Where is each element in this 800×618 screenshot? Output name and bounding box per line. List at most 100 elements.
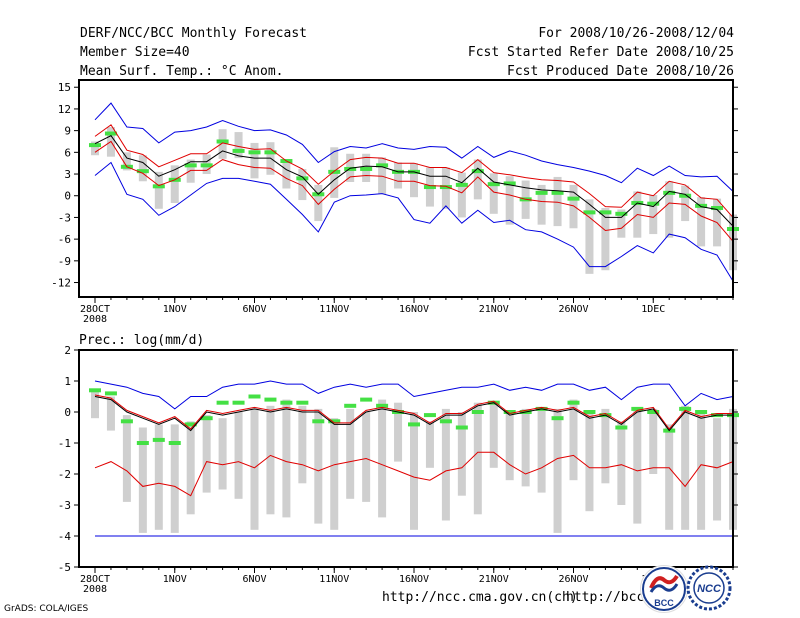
prec-box — [505, 412, 514, 481]
prec-member-mark — [232, 400, 245, 405]
grads-credit: GrADS: COLA/IGES — [4, 604, 89, 614]
prec-max-line — [94, 380, 734, 410]
prec-ytick-label: 2 — [64, 344, 71, 357]
prec-ytick-label: -5 — [58, 561, 71, 574]
prec-member-mark — [408, 422, 420, 427]
prec-ytick-label: 1 — [64, 375, 71, 388]
temp-member-mark — [647, 201, 660, 206]
prec-xtick-label: 21NOV — [479, 574, 509, 585]
temp-ytick-label: 12 — [58, 103, 71, 116]
temp-box — [489, 173, 498, 214]
prec-box — [362, 412, 371, 502]
prec-box — [170, 424, 179, 533]
temp-member-mark — [328, 169, 341, 174]
prec-member-mark — [376, 403, 389, 408]
temp-member-mark — [248, 150, 261, 155]
temp-xtick-label: 28OCT — [80, 304, 110, 315]
temp-box — [314, 184, 323, 222]
temp-member-mark — [503, 181, 516, 186]
prec-box — [234, 412, 243, 499]
bcc-url-link[interactable]: http://bcc. — [566, 590, 653, 605]
temp-member-mark — [184, 163, 197, 168]
temp-min-line — [94, 161, 734, 282]
prec-ytick-label: -3 — [58, 499, 71, 512]
temp-box — [122, 152, 131, 171]
prec-member-mark — [615, 425, 628, 430]
temp-ytick-label: 6 — [64, 146, 71, 159]
temp-member-mark — [439, 185, 452, 190]
temp-member-mark — [663, 190, 676, 195]
prec-member-mark — [136, 441, 149, 445]
prec-member-mark — [471, 410, 484, 414]
prec-mean-line — [94, 396, 733, 432]
temp-xtick-label: 11NOV — [319, 304, 349, 315]
prec-box — [425, 421, 434, 468]
prec-box — [266, 405, 275, 515]
produced-date-label: Fcst Produced Date 2008/10/26 — [507, 64, 734, 79]
prec-box — [314, 408, 323, 524]
temp-ytick-label: -12 — [51, 277, 71, 290]
prec-box — [681, 405, 690, 530]
prec-member-mark — [679, 406, 692, 411]
ncc-url-link[interactable]: http://ncc.cma.gov.cn(ch) — [382, 590, 578, 605]
temp-member-mark — [136, 169, 149, 174]
temp-member-mark — [679, 193, 692, 198]
temp-max-line — [94, 102, 734, 192]
temp-box — [234, 132, 243, 159]
temp-box — [585, 199, 594, 274]
prec-spread-upper-line — [94, 394, 733, 430]
prec-member-mark — [296, 400, 309, 405]
prec-box — [250, 408, 259, 530]
prec-member-mark — [120, 419, 133, 424]
temp-member-mark — [583, 210, 596, 215]
prec-xtick-label: 1NOV — [163, 574, 187, 585]
temp-box — [537, 184, 546, 225]
prec-box — [138, 427, 147, 533]
temp-xtick-label: 26NOV — [558, 304, 588, 315]
prec-member-mark — [695, 410, 708, 414]
temp-ytick-label: -6 — [58, 233, 71, 246]
prec-box — [649, 408, 658, 474]
prec-member-mark — [360, 397, 373, 402]
prec-member-mark — [647, 410, 660, 414]
prec-box — [282, 399, 291, 518]
temp-xtick-label: 16NOV — [399, 304, 429, 315]
temp-box — [601, 208, 610, 271]
prec-box — [441, 408, 450, 521]
temp-box — [218, 129, 227, 159]
temp-member-mark — [551, 190, 564, 195]
ncc-logo-icon: NCC — [686, 565, 732, 611]
temp-box — [505, 176, 514, 225]
temp-spread-upper-line — [94, 124, 734, 218]
prec-box — [457, 412, 466, 496]
prec-member-mark — [264, 397, 277, 402]
temp-member-mark — [535, 190, 548, 195]
temp-box — [394, 162, 403, 189]
prec-frame — [78, 349, 734, 568]
temp-member-mark — [599, 210, 612, 215]
temp-spread-lower-line — [94, 140, 734, 242]
temp-box — [170, 165, 179, 203]
temp-member-mark — [567, 196, 580, 201]
chart-title: DERF/NCC/BCC Monthly Forecast — [80, 26, 307, 41]
prec-member-mark — [567, 400, 580, 405]
temp-member-mark — [200, 163, 213, 168]
prec-box — [154, 424, 163, 530]
temperature-panel-title: Mean Surf. Temp.: °C Anom. — [80, 64, 284, 79]
prec-box — [489, 402, 498, 468]
temp-box — [410, 163, 418, 198]
prec-xtick-label: 28OCT — [80, 574, 110, 585]
temp-member-mark — [471, 169, 484, 174]
prec-member-mark — [152, 437, 165, 442]
prec-member-mark — [168, 441, 181, 445]
temp-box — [665, 181, 674, 238]
prec-member-mark — [551, 416, 564, 421]
prec-xtick-label: 11NOV — [319, 574, 349, 585]
temp-xtick-sublabel: 2008 — [83, 314, 107, 325]
prec-member-mark — [583, 410, 596, 414]
prec-box — [665, 424, 674, 530]
prec-member-mark — [248, 394, 261, 399]
prec-ytick-label: -1 — [58, 437, 71, 450]
temp-box — [649, 195, 658, 235]
prec-ytick-label: -4 — [58, 530, 72, 543]
